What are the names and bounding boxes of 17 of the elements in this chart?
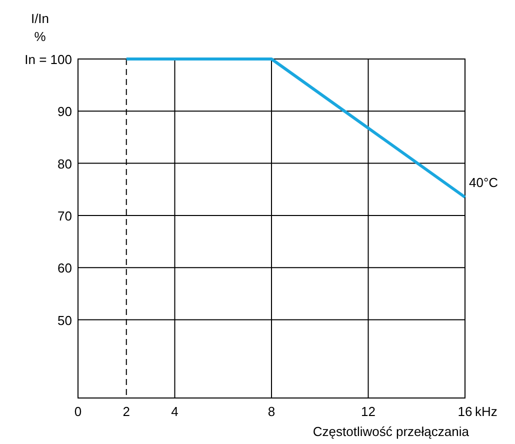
x-tick-label: 12	[361, 404, 376, 419]
x-tick-label: 0	[74, 404, 82, 419]
text: kHz	[475, 404, 498, 419]
y-tick-label: 90	[58, 104, 72, 120]
x-tick-label: 4	[171, 404, 178, 419]
x-tick-label: 2	[122, 404, 130, 419]
y-tick-label: 70	[58, 208, 72, 224]
y-tick-label: In = 100	[24, 52, 72, 67]
text: %	[34, 29, 46, 44]
x-axis-title: Częstotliwość przełączania	[312, 424, 470, 439]
series-label: 40°C	[469, 175, 498, 190]
y-tick-label: 50	[58, 312, 72, 328]
x-tick-label: 8	[268, 404, 276, 419]
y-tick-label: 80	[58, 156, 72, 172]
y-tick-label: 60	[58, 260, 72, 276]
x-tick-label: 16	[458, 404, 472, 419]
y-axis-title: I/In	[30, 11, 50, 26]
